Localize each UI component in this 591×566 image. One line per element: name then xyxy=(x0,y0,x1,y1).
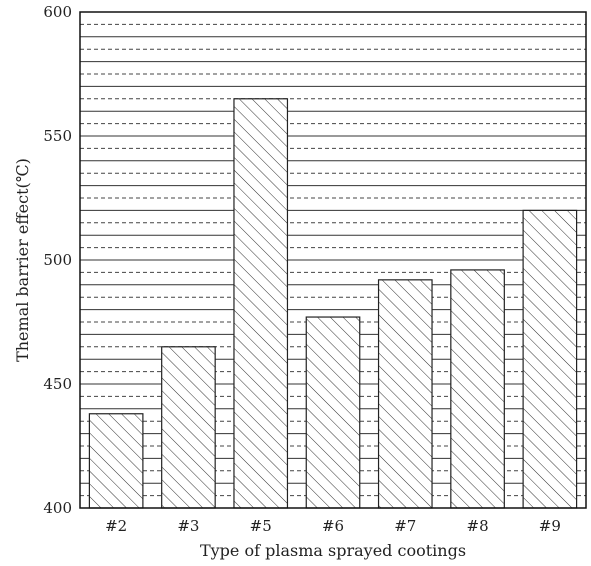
y-tick-label: 400 xyxy=(43,499,72,517)
bar-2 xyxy=(88,413,144,509)
x-tick-labels: #2 #3 #5 #6 #7 #8 #9 xyxy=(105,517,561,535)
x-tick-label: #3 xyxy=(177,517,199,535)
y-tick-label: 600 xyxy=(43,3,72,21)
x-tick-label: #5 xyxy=(250,517,272,535)
x-tick-label: #2 xyxy=(105,517,127,535)
x-tick-label: #9 xyxy=(539,517,561,535)
bar-3 xyxy=(161,346,216,509)
bar-6 xyxy=(305,316,361,509)
bar-5 xyxy=(233,98,289,509)
bar-8 xyxy=(450,269,505,509)
x-tick-label: #6 xyxy=(322,517,344,535)
x-tick-label: #8 xyxy=(467,517,489,535)
y-tick-label: 550 xyxy=(43,127,72,145)
bars xyxy=(88,98,578,509)
plot-frame xyxy=(79,11,587,509)
y-tick-label: 500 xyxy=(43,251,72,269)
y-tick-labels: 400 450 500 550 600 xyxy=(43,3,72,517)
x-tick-label: #7 xyxy=(394,517,416,535)
y-axis-title: Themal barrier effect(℃) xyxy=(13,158,32,362)
y-tick-label: 450 xyxy=(43,375,72,393)
bar-7 xyxy=(377,279,433,509)
x-axis-title: Type of plasma sprayed cootings xyxy=(200,541,466,560)
bar-9 xyxy=(522,209,578,509)
